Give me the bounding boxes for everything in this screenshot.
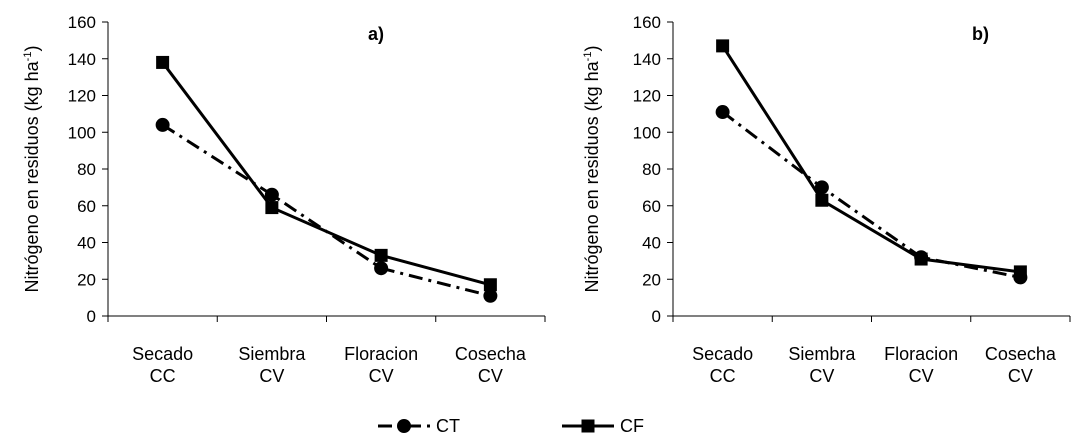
x-tick-label-line: Cosecha xyxy=(455,344,527,364)
x-tick-label-line: CV xyxy=(259,366,284,386)
y-axis-title-text: Nitrógeno en residuos (kg ha xyxy=(22,60,42,292)
series-line-ct xyxy=(721,110,1021,279)
x-tick-label: Floracion CV xyxy=(884,344,958,386)
x-tick-label-line: Siembra xyxy=(788,344,856,364)
x-tick-label-line: Siembra xyxy=(238,344,306,364)
y-tick-label: 120 xyxy=(633,87,661,106)
data-point-cf xyxy=(483,278,497,292)
y-tick-label: 40 xyxy=(77,234,96,253)
series-line-cf xyxy=(161,61,491,287)
x-tick-label-line: CV xyxy=(909,366,934,386)
legend-label-cf: CF xyxy=(620,416,644,436)
y-axis-title-close: ) xyxy=(22,46,42,52)
x-tick-label: Secado CC xyxy=(692,344,753,386)
x-tick-label-line: Floracion xyxy=(344,344,418,364)
x-tick-label: Cosecha CV xyxy=(455,344,527,386)
y-tick-label: 80 xyxy=(642,160,661,179)
y-tick-label: 60 xyxy=(642,197,661,216)
y-tick-label: 0 xyxy=(652,307,661,326)
data-point-ct xyxy=(814,180,829,195)
x-tick-label: Siembra CV xyxy=(788,344,856,386)
y-tick-label: 60 xyxy=(77,197,96,216)
y-axis-title-sup: -1 xyxy=(582,52,594,62)
y-tick-label: 100 xyxy=(633,123,661,142)
y-axis-title: Nitrógeno en residuos (kg ha-1) xyxy=(22,46,42,293)
legend-label-ct: CT xyxy=(436,416,460,436)
data-point-ct xyxy=(715,105,730,120)
data-point-ct xyxy=(483,288,498,303)
y-tick-label: 20 xyxy=(77,270,96,289)
legend: CT CF xyxy=(378,416,644,436)
legend-marker-ct xyxy=(397,419,411,433)
x-tick-label: Floracion CV xyxy=(344,344,418,386)
x-tick-label-line: CC xyxy=(710,366,736,386)
y-axis-title-sup: -1 xyxy=(22,52,34,62)
x-tick-label-line: Floracion xyxy=(884,344,958,364)
y-tick-label: 40 xyxy=(642,234,661,253)
y-axis-title: Nitrógeno en residuos (kg ha-1) xyxy=(582,46,602,293)
panel-label: b) xyxy=(972,24,989,44)
data-point-cf xyxy=(265,201,279,215)
x-tick-label-line: CC xyxy=(150,366,176,386)
x-tick-label-line: CV xyxy=(809,366,834,386)
x-tick-label: Siembra CV xyxy=(238,344,306,386)
legend-marker-cf xyxy=(581,419,595,433)
x-tick-label-line: Secado xyxy=(692,344,753,364)
y-tick-label: 120 xyxy=(68,87,96,106)
x-tick-label-line: CV xyxy=(478,366,503,386)
y-tick-label: 160 xyxy=(68,13,96,32)
x-tick-label-line: Secado xyxy=(132,344,193,364)
y-axis-title-text: Nitrógeno en residuos (kg ha xyxy=(582,60,602,292)
x-tick-label: Secado CC xyxy=(132,344,193,386)
x-tick-label-line: Cosecha xyxy=(985,344,1057,364)
data-point-cf xyxy=(914,252,928,266)
data-point-cf xyxy=(716,39,730,53)
data-point-cf xyxy=(1013,265,1027,279)
data-point-cf xyxy=(815,193,829,207)
x-tick-label-line: CV xyxy=(369,366,394,386)
data-point-cf xyxy=(156,55,170,69)
series-line-cf xyxy=(721,45,1021,274)
y-tick-label: 140 xyxy=(633,50,661,69)
x-tick-label-line: CV xyxy=(1008,366,1033,386)
data-point-cf xyxy=(374,248,388,262)
data-point-ct xyxy=(155,117,170,132)
x-tick-label: Cosecha CV xyxy=(985,344,1057,386)
y-tick-label: 140 xyxy=(68,50,96,69)
y-tick-label: 20 xyxy=(642,270,661,289)
y-tick-label: 160 xyxy=(633,13,661,32)
data-point-ct xyxy=(264,187,279,202)
y-tick-label: 0 xyxy=(87,307,96,326)
y-tick-label: 100 xyxy=(68,123,96,142)
data-point-ct xyxy=(374,261,389,276)
y-axis-title-close: ) xyxy=(582,46,602,52)
panel-label: a) xyxy=(368,24,384,44)
y-tick-label: 80 xyxy=(77,160,96,179)
